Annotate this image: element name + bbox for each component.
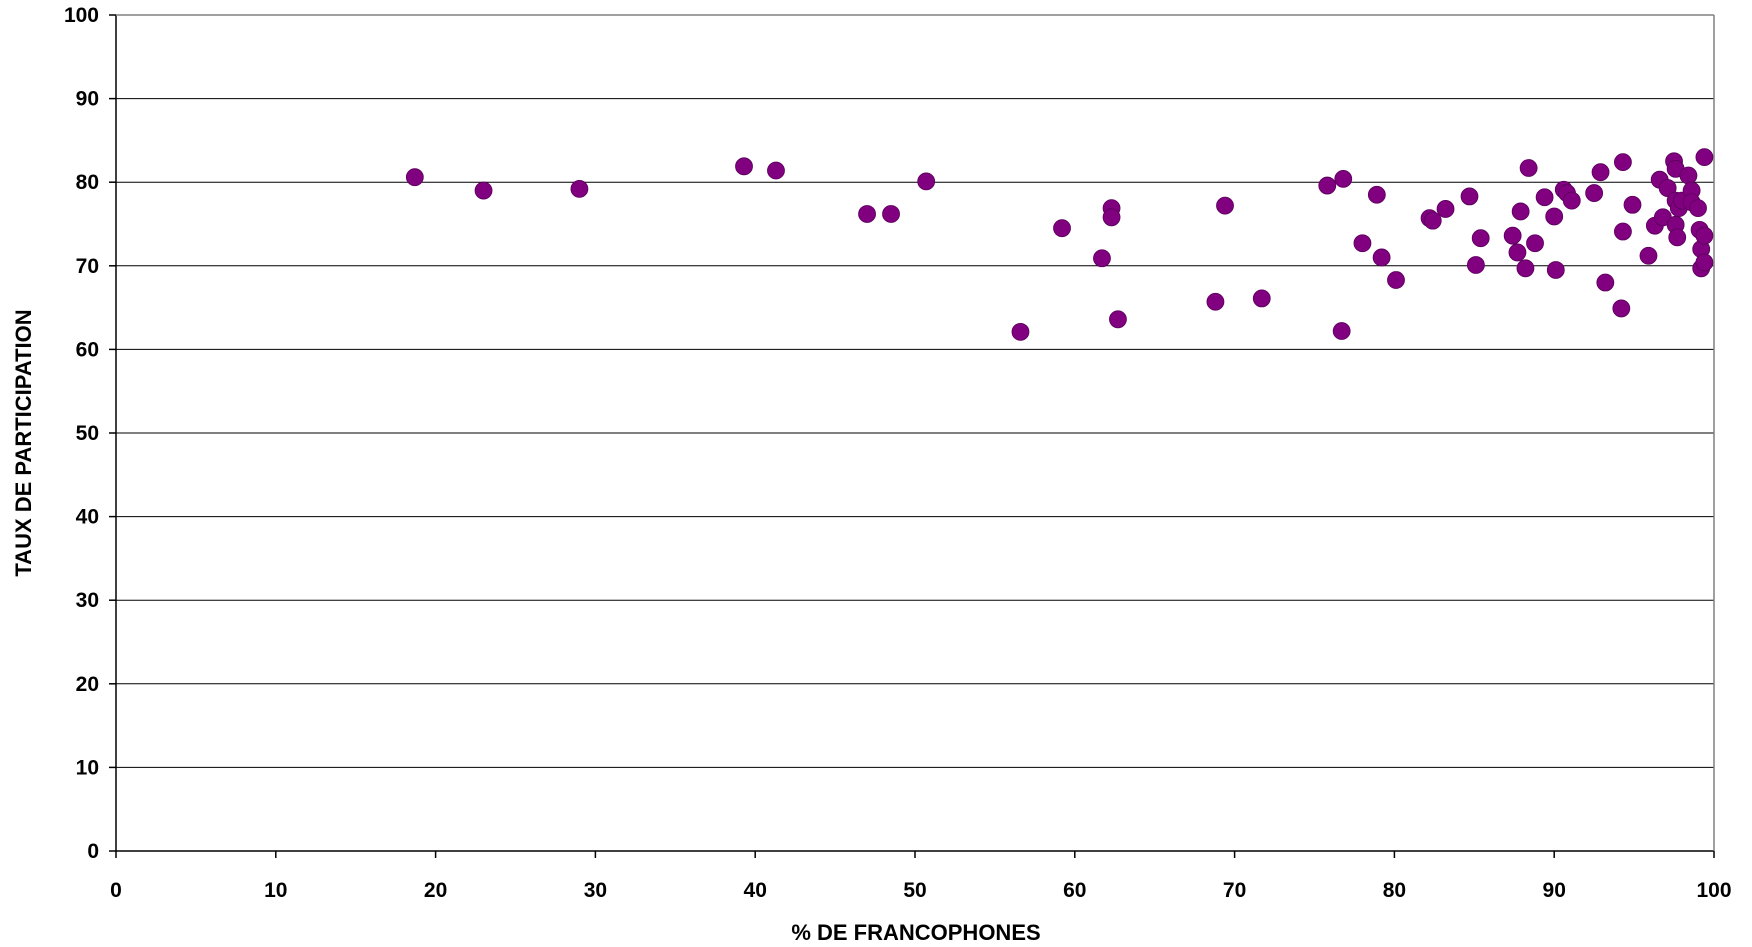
data-point	[1679, 166, 1698, 185]
data-point	[882, 205, 900, 223]
data-point	[1695, 226, 1714, 245]
data-points	[405, 148, 1714, 341]
data-point	[1596, 273, 1615, 292]
x-tick-labels: 0 10 20 30 40 50 60 70 80 90 100	[110, 879, 1731, 902]
data-point	[1614, 153, 1632, 172]
y-tick-label: 100	[64, 4, 99, 27]
y-tick-label: 60	[76, 338, 99, 361]
x-tick-label: 70	[1223, 879, 1246, 902]
data-point	[1695, 148, 1714, 167]
data-point	[1689, 199, 1707, 218]
data-point	[1053, 219, 1071, 238]
data-point	[1591, 163, 1610, 182]
x-tick-label: 20	[424, 879, 447, 902]
data-point	[1695, 253, 1714, 272]
data-point	[1614, 222, 1632, 241]
x-tick-label: 100	[1696, 879, 1731, 902]
data-point	[1011, 322, 1030, 341]
data-point	[1334, 169, 1353, 188]
x-tick-label: 60	[1063, 879, 1086, 902]
data-point	[1318, 176, 1337, 195]
y-tick-label: 10	[76, 756, 99, 779]
x-tick-label: 40	[744, 879, 767, 902]
y-tick-label: 20	[76, 673, 99, 696]
y-tick-label: 70	[76, 255, 99, 278]
data-point	[474, 181, 493, 200]
data-point	[1535, 188, 1554, 207]
data-point	[405, 168, 424, 187]
data-point	[1516, 259, 1535, 278]
data-point	[1511, 202, 1530, 221]
data-point	[735, 157, 753, 176]
data-point	[1668, 228, 1687, 247]
y-tick-label: 80	[76, 171, 99, 194]
data-point	[1562, 191, 1581, 210]
y-tick-labels: 0 10 20 30 40 50 60 70 80 90 100	[64, 4, 99, 863]
data-point	[1503, 226, 1522, 245]
data-point	[1093, 249, 1111, 268]
x-tick-label: 10	[264, 879, 287, 902]
x-tick-label: 50	[903, 879, 926, 902]
data-point	[1387, 271, 1405, 289]
data-point	[1353, 234, 1372, 253]
data-point	[767, 161, 785, 180]
data-point	[1658, 179, 1677, 197]
y-tick-label: 0	[87, 840, 99, 863]
x-axis-title: % DE FRANCOPHONES	[791, 920, 1040, 945]
data-point	[1545, 207, 1564, 226]
data-point	[570, 179, 589, 198]
data-point	[1639, 246, 1658, 265]
data-point	[1436, 200, 1455, 218]
data-point	[1216, 196, 1234, 215]
x-tick-label: 80	[1383, 879, 1406, 902]
y-tick-label: 90	[76, 88, 99, 111]
x-tick-label: 90	[1543, 879, 1566, 902]
data-point	[1526, 234, 1544, 253]
x-tick-label: 0	[110, 879, 122, 902]
data-point	[858, 205, 876, 223]
data-point	[1612, 299, 1631, 318]
y-tick-label: 30	[76, 589, 99, 612]
data-point	[1102, 208, 1121, 227]
data-point	[1466, 256, 1485, 274]
data-point	[1546, 261, 1565, 279]
axes	[109, 14, 1715, 858]
data-point	[1460, 187, 1479, 206]
data-point	[1367, 185, 1386, 204]
y-tick-label: 40	[76, 506, 99, 529]
data-point	[1519, 159, 1538, 177]
data-point	[917, 172, 936, 191]
horizontal-gridlines	[116, 14, 1714, 768]
data-point	[1423, 211, 1442, 230]
data-point	[1206, 292, 1225, 311]
y-tick-label: 50	[76, 422, 99, 445]
y-axis-title: TAUX DE PARTICIPATION	[11, 309, 36, 576]
x-tick-label: 30	[584, 879, 607, 902]
data-point	[1585, 184, 1604, 202]
data-point	[1508, 243, 1527, 262]
data-point	[1623, 195, 1642, 214]
data-point	[1372, 248, 1391, 267]
data-point	[1252, 289, 1271, 308]
data-point	[1332, 322, 1351, 340]
data-point	[1471, 229, 1490, 248]
data-point	[1109, 310, 1127, 329]
